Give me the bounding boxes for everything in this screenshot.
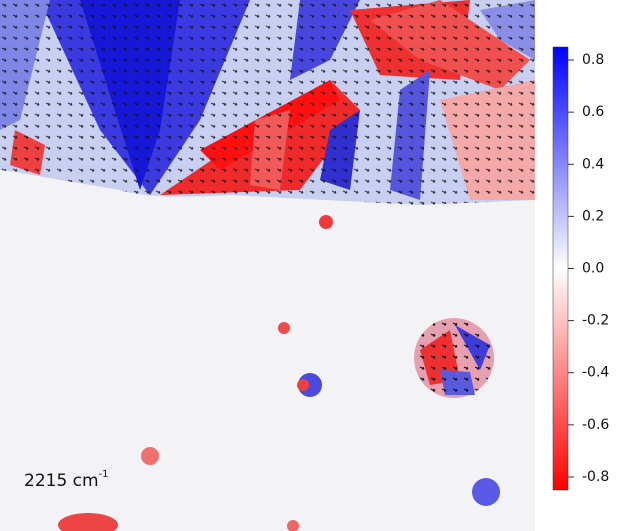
map-image xyxy=(0,0,535,531)
annotation-superscript: -1 xyxy=(99,469,109,480)
colorbar-tick-label: -0.2 xyxy=(582,313,609,329)
colorbar-tick-label: 0.6 xyxy=(582,104,604,120)
figure: 2215 cm-1 0.8 0.6 0.4 0.2 0.0 -0.2 -0.4 -0.6 -0.… xyxy=(0,0,626,531)
colorbar-tick-label: -0.6 xyxy=(582,417,609,433)
colorbar-tick-label: 0.0 xyxy=(582,261,604,277)
colorbar-tick-label: 0.8 xyxy=(582,52,604,68)
colorbar-tick-label: 0.2 xyxy=(582,208,604,224)
chart: 2215 cm-1 0.8 0.6 0.4 0.2 0.0 -0.2 -0.4 -0.6 -0.… xyxy=(0,0,626,531)
colorbar-tick-label: 0.4 xyxy=(582,156,604,172)
colorbar-tick-label: -0.4 xyxy=(582,365,609,381)
annotation: 2215 cm-1 xyxy=(24,469,109,491)
colorbar xyxy=(553,47,568,490)
colorbar-tick-label: -0.8 xyxy=(582,469,609,485)
annotation-text: 2215 cm xyxy=(24,471,99,491)
